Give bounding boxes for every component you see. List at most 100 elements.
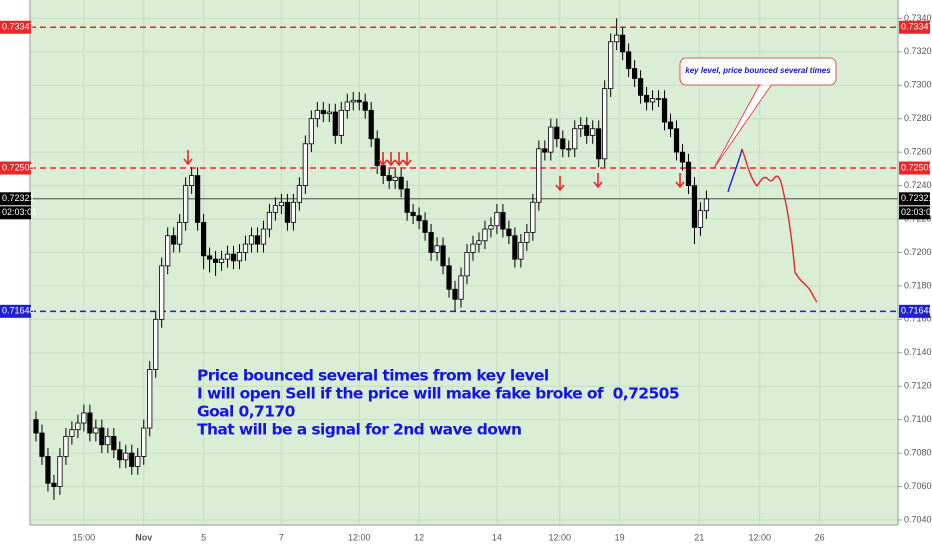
y-tick-label: 0.73400 <box>904 13 932 23</box>
candle-body <box>434 245 440 253</box>
candle-body <box>560 138 566 150</box>
candle-body <box>212 258 219 263</box>
candle-body <box>494 211 500 227</box>
candle-body <box>620 34 626 53</box>
note-line: I will open Sell if the price will make … <box>197 385 679 403</box>
x-tick-label: 12:00 <box>549 532 572 542</box>
candle-body <box>626 51 632 69</box>
candle-body <box>236 252 243 262</box>
candle-body <box>195 175 201 223</box>
candle-body <box>242 243 249 253</box>
candle-body <box>380 165 386 176</box>
candle-body <box>608 41 614 90</box>
candle-body <box>224 253 231 260</box>
candle-body <box>416 215 422 222</box>
x-tick-label: 7 <box>279 532 284 542</box>
note-line: Price bounced several times from key lev… <box>197 367 549 385</box>
x-tick-label: 5 <box>201 532 206 542</box>
candle-body <box>39 432 45 457</box>
candle-body <box>45 456 51 484</box>
candle-body <box>51 482 57 487</box>
arrow <box>394 152 404 167</box>
x-tick-label: 12:00 <box>748 532 771 542</box>
candle-body <box>673 128 680 153</box>
arrow <box>593 173 603 189</box>
x-tick-label: 15:00 <box>73 532 96 542</box>
candle-body <box>542 148 548 153</box>
note-line: That will be a signal for 2nd wave down <box>197 421 521 439</box>
candle-body <box>129 452 135 467</box>
arrow <box>555 176 565 192</box>
price-label-box <box>899 304 930 318</box>
candle-body <box>452 288 458 300</box>
candle-body <box>643 94 650 103</box>
candle-body <box>655 98 662 101</box>
candle-body <box>703 198 710 212</box>
candle-body <box>338 109 344 136</box>
candle-body <box>368 109 374 140</box>
price-label: 0.73347 <box>2 22 35 32</box>
candle-body <box>105 435 111 446</box>
x-tick-label: 12:00 <box>348 532 371 542</box>
candle-body <box>69 429 75 437</box>
candle-body <box>290 201 296 223</box>
candle-body <box>183 185 189 223</box>
candle-body <box>159 265 165 320</box>
candle-body <box>177 221 183 245</box>
x-tick-label: 14 <box>492 532 502 542</box>
candle-body <box>691 185 698 228</box>
candle-body <box>350 99 356 103</box>
candle-body <box>428 232 434 253</box>
candle-body <box>200 221 207 257</box>
candle-body <box>410 211 416 217</box>
candle-body <box>482 228 488 242</box>
candle-body <box>117 449 123 461</box>
candle-body <box>171 235 177 245</box>
candle-body <box>554 126 560 140</box>
candle-body <box>685 161 692 186</box>
price-label: 0.72505 <box>2 162 35 172</box>
note-line: Goal 0,7170 <box>197 403 296 421</box>
callout-box <box>679 57 837 86</box>
candle-body <box>464 252 470 277</box>
candle-body <box>362 101 368 111</box>
x-tick-label: 19 <box>615 532 625 542</box>
price-label-box <box>899 161 930 175</box>
callout-pointer <box>713 83 773 169</box>
candle-body <box>518 242 524 260</box>
arrows <box>183 150 685 192</box>
candle-body <box>446 265 452 290</box>
candle-body <box>320 109 326 115</box>
candle-body <box>500 211 506 230</box>
candle-body <box>314 109 320 120</box>
candle-body <box>649 98 656 103</box>
price-label: 0.72321 <box>901 193 932 203</box>
price-label-box <box>899 192 930 206</box>
x-tick-label: 26 <box>815 532 825 542</box>
candle-body <box>566 148 572 151</box>
candle-body <box>530 201 536 233</box>
candle-body <box>470 243 476 253</box>
candle-body <box>230 253 237 262</box>
candle-body <box>33 419 39 434</box>
candle-body <box>296 185 302 203</box>
candle-body <box>123 452 129 461</box>
candle-body <box>266 211 273 230</box>
price-label: 0.72505 <box>901 162 932 172</box>
candle-body <box>254 235 261 245</box>
candle-body <box>632 68 638 79</box>
candle-body <box>278 201 285 207</box>
candle-body <box>332 111 338 136</box>
